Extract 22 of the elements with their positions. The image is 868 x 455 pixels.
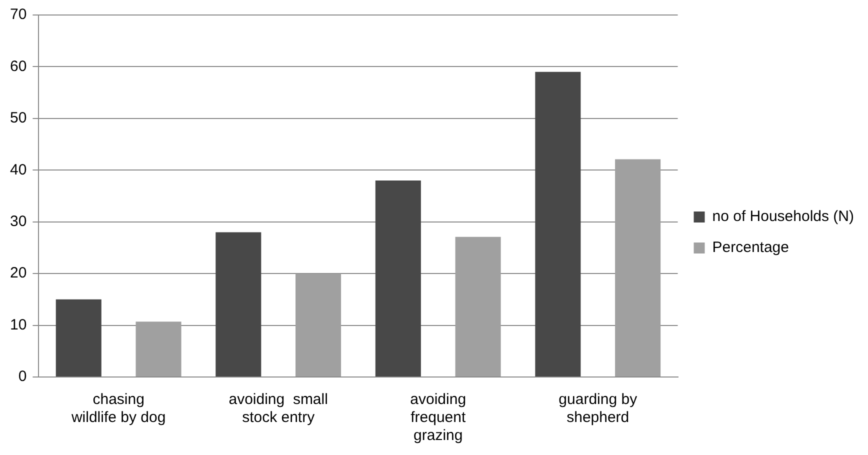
bar	[535, 72, 581, 376]
bar	[615, 159, 661, 376]
y-tick-label: 20	[10, 264, 27, 282]
bar	[136, 322, 182, 376]
y-tick-label: 60	[10, 58, 27, 75]
y-tick-label: 40	[10, 161, 27, 178]
x-tick-label: avoiding small stock entry	[228, 391, 328, 426]
y-tick-label: 50	[10, 110, 27, 127]
y-tick-label: 30	[10, 213, 27, 230]
x-tick-label: chasing wildlife by dog	[70, 391, 166, 426]
x-tick-label: guarding by shepherd	[558, 391, 638, 426]
bar	[216, 232, 262, 376]
y-tick-label: 10	[10, 316, 27, 334]
bar	[56, 299, 102, 376]
bar	[375, 180, 421, 376]
bar	[455, 236, 501, 376]
y-tick-label: 70	[10, 6, 27, 24]
y-tick-label: 0	[18, 368, 27, 386]
bar	[296, 274, 342, 376]
legend-label: no of Households (N)	[712, 208, 854, 226]
x-tick-label: avoiding frequent grazing	[410, 391, 466, 444]
legend-label: Percentage	[712, 239, 789, 256]
